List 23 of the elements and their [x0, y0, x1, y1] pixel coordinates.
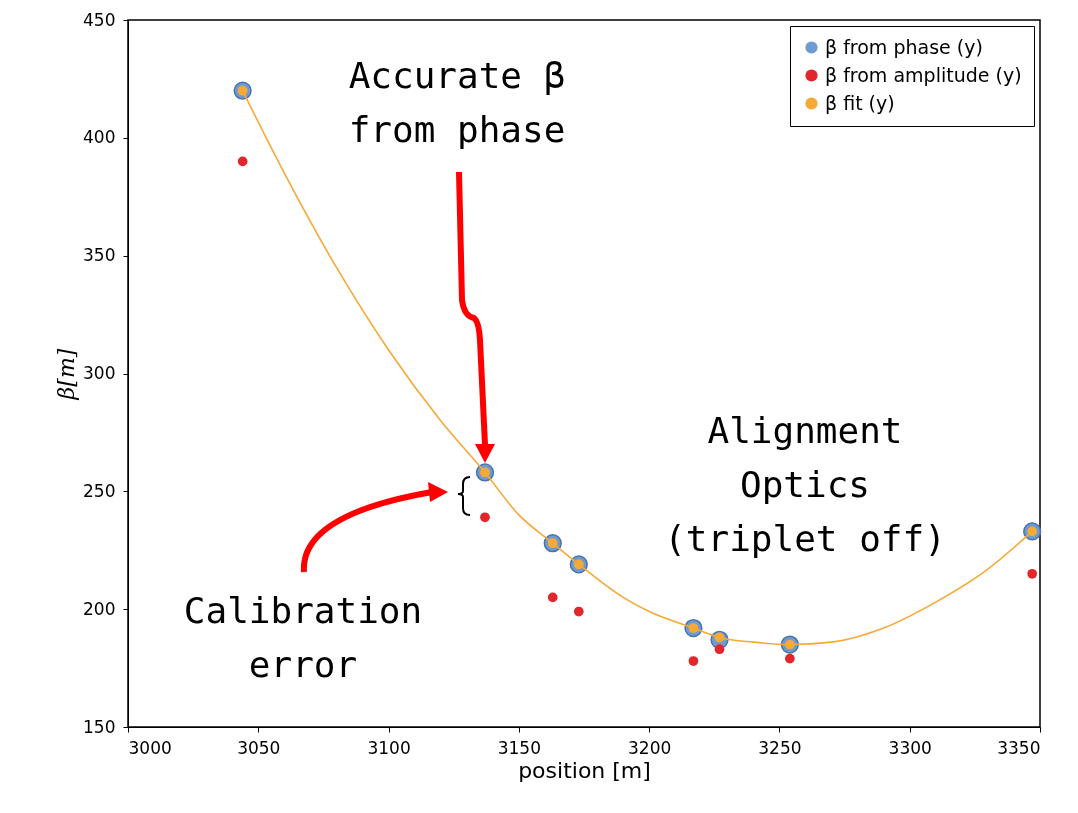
x-tick-label: 3300 — [888, 737, 932, 758]
x-tick-label: 3100 — [367, 737, 411, 758]
annotation: Alignment Optics (triplet off) — [664, 410, 946, 559]
annotation: Calibration error — [183, 590, 423, 685]
y-tick-label: 250 — [83, 480, 116, 501]
y-tick-label: 200 — [83, 598, 116, 619]
y-tick-label: 150 — [83, 716, 116, 737]
y-tick-label: 350 — [83, 245, 116, 266]
legend-label: β from phase (y) — [825, 35, 983, 58]
x-tick-label: 3050 — [237, 737, 281, 758]
y-tick-label: 300 — [83, 363, 116, 383]
x-tick-label: 3200 — [628, 737, 672, 758]
y-tick-label: 400 — [83, 127, 116, 148]
y-tick-label: 450 — [83, 9, 116, 30]
y-axis-title: β[m] — [54, 348, 80, 401]
legend-label: β fit (y) — [825, 91, 895, 114]
x-tick-label: 3250 — [758, 737, 802, 758]
x-tick-label: 3350 — [997, 737, 1041, 758]
legend-label: β from amplitude (y) — [825, 63, 1022, 86]
annotation: Accurate β from phase — [348, 55, 566, 150]
x-tick-label: 3000 — [128, 737, 172, 758]
x-axis-title: position [m] — [518, 757, 651, 783]
x-tick-label: 3150 — [497, 737, 541, 758]
